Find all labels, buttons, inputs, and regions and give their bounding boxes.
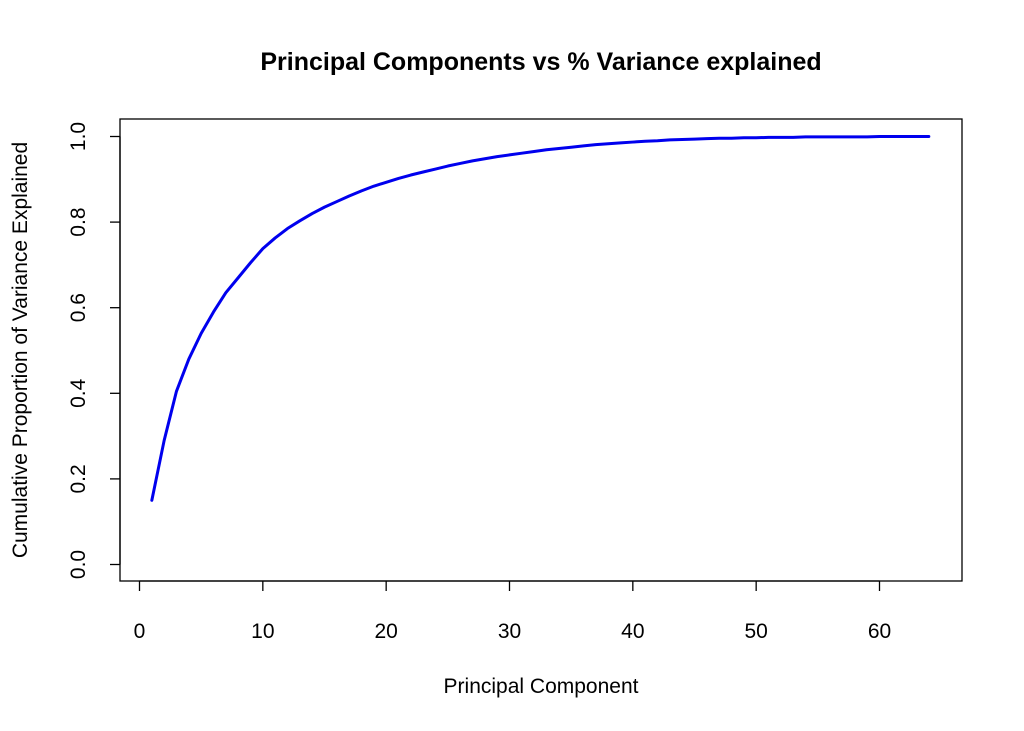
- x-tick-label: 10: [251, 620, 274, 643]
- x-axis: 0 10 20 30 40 50 60: [134, 580, 891, 643]
- chart-title: Principal Components vs % Variance expla…: [260, 48, 821, 76]
- y-tick-label: 0.0: [67, 550, 90, 579]
- x-tick-label: 60: [868, 620, 891, 643]
- y-tick-label: 0.2: [67, 464, 90, 493]
- y-tick-label: 0.8: [67, 207, 90, 236]
- y-axis-label: Cumulative Proportion of Variance Explai…: [9, 142, 32, 558]
- y-tick-label: 0.4: [67, 378, 90, 408]
- x-tick-label: 50: [744, 620, 767, 643]
- x-tick-label: 20: [374, 620, 397, 643]
- x-axis-label: Principal Component: [444, 675, 639, 698]
- plot-frame: [119, 118, 963, 582]
- y-tick-label: 1.0: [67, 122, 90, 151]
- x-tick-label: 0: [134, 620, 146, 643]
- y-axis: 0.0 0.2 0.4 0.6 0.8 1.0: [67, 122, 121, 579]
- y-tick-label: 0.6: [67, 293, 90, 322]
- x-tick-label: 40: [621, 620, 644, 643]
- x-tick-label: 30: [498, 620, 521, 643]
- series-line: [150, 135, 931, 502]
